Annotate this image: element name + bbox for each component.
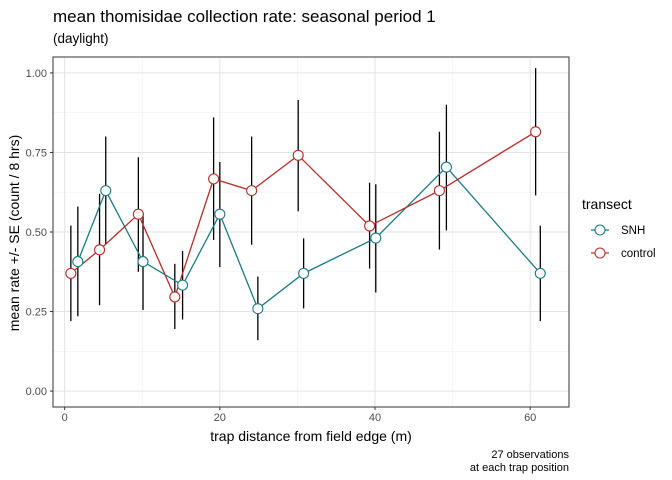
y-tick-label: 1.00 bbox=[26, 68, 47, 80]
data-point-control bbox=[94, 244, 106, 256]
caption-line-2: at each trap position bbox=[470, 462, 569, 474]
data-point-snh bbox=[252, 303, 264, 315]
legend-title: transect bbox=[582, 196, 632, 212]
chart-title: mean thomisidae collection rate: seasona… bbox=[53, 7, 436, 26]
chart-subtitle: (daylight) bbox=[53, 31, 109, 46]
y-axis-title: mean rate +/- SE (count / 8 hrs) bbox=[6, 135, 22, 331]
data-point-control bbox=[530, 126, 542, 138]
legend-key-point-control bbox=[594, 247, 606, 259]
data-point-snh bbox=[440, 161, 452, 173]
data-point-snh bbox=[72, 256, 84, 268]
series-line-control bbox=[70, 131, 536, 299]
x-axis-ticks: 0 20 40 60 bbox=[62, 407, 536, 424]
data-point-control bbox=[246, 185, 258, 197]
data-point-snh bbox=[534, 267, 546, 279]
legend: transect SNH control bbox=[582, 196, 656, 260]
x-tick-label: 40 bbox=[369, 412, 381, 424]
series-line-snh bbox=[77, 166, 541, 310]
y-tick-label: 0.50 bbox=[26, 227, 47, 239]
data-point-control bbox=[364, 220, 376, 232]
data-point-snh bbox=[100, 185, 112, 197]
y-tick-label: 0.75 bbox=[26, 147, 47, 159]
y-axis-ticks: 0.00 0.25 0.50 0.75 1.00 bbox=[26, 68, 53, 398]
series-points bbox=[65, 126, 546, 315]
legend-label-control: control bbox=[621, 248, 656, 260]
data-point-snh bbox=[214, 208, 226, 220]
caption-line-1: 27 observations bbox=[491, 449, 569, 461]
gridlines bbox=[53, 57, 569, 407]
y-tick-label: 0.25 bbox=[26, 307, 47, 319]
data-point-control bbox=[169, 291, 181, 303]
y-tick-label: 0.00 bbox=[26, 386, 47, 398]
series-lines bbox=[70, 131, 541, 310]
data-point-control bbox=[132, 208, 144, 220]
legend-label-snh: SNH bbox=[621, 225, 645, 237]
data-point-snh bbox=[177, 279, 189, 291]
data-point-control bbox=[433, 185, 445, 197]
data-point-snh bbox=[370, 232, 382, 244]
data-point-control bbox=[292, 149, 304, 161]
data-point-control bbox=[65, 267, 77, 279]
x-tick-label: 20 bbox=[214, 412, 226, 424]
x-tick-label: 60 bbox=[524, 412, 536, 424]
data-point-snh bbox=[137, 256, 149, 268]
data-point-snh bbox=[298, 267, 310, 279]
x-tick-label: 0 bbox=[62, 412, 68, 424]
legend-keys bbox=[591, 224, 609, 259]
legend-key-point-snh bbox=[594, 224, 606, 236]
data-point-control bbox=[208, 173, 220, 185]
x-axis-title: trap distance from field edge (m) bbox=[210, 428, 412, 444]
